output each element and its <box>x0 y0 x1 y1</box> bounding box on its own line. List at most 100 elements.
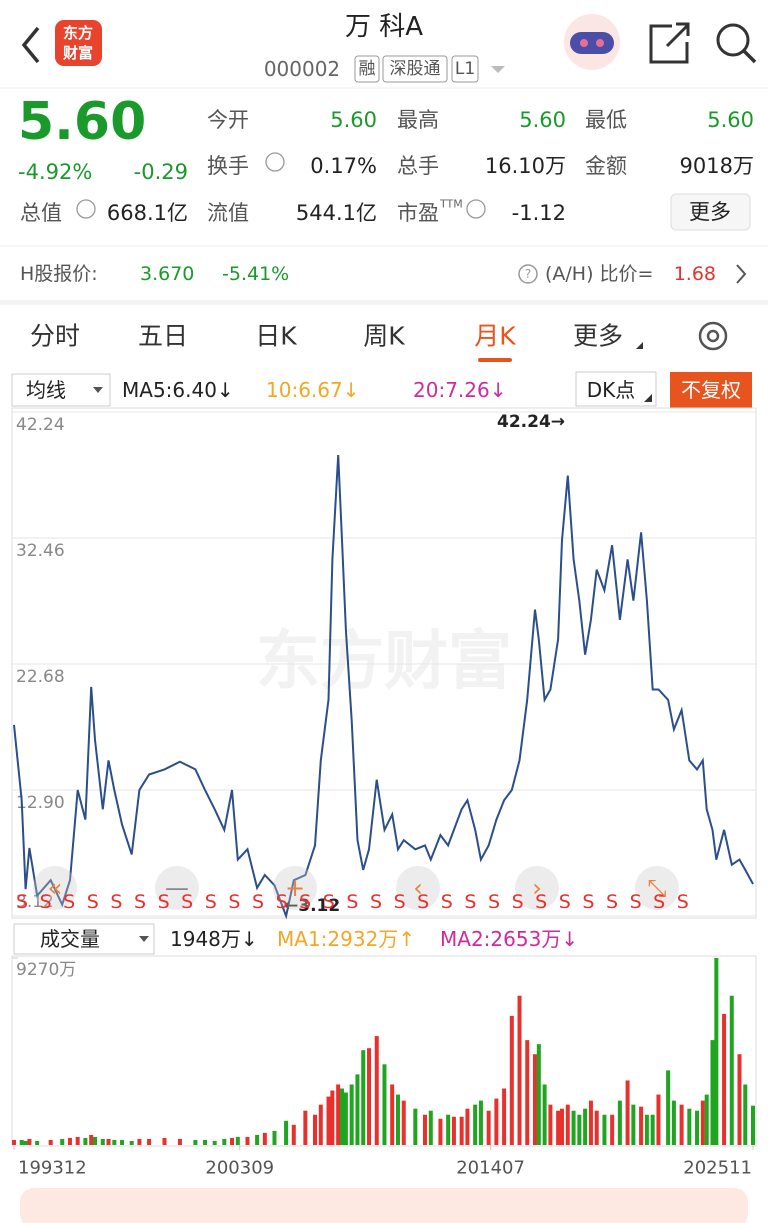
volume-bar <box>193 1139 198 1145</box>
nav-button[interactable] <box>273 866 317 910</box>
nav-button[interactable] <box>396 866 440 910</box>
stock-tag <box>382 55 448 83</box>
volume-bar <box>517 995 522 1145</box>
signal-marker: S <box>205 891 217 913</box>
volume-bar <box>326 1096 331 1145</box>
ma-select[interactable] <box>11 373 111 407</box>
settings-icon[interactable] <box>698 321 728 351</box>
y-tick-label: 9270万 <box>16 960 76 980</box>
gear-hub <box>706 329 720 343</box>
tab[interactable]: 日K <box>255 322 297 351</box>
band <box>0 300 768 305</box>
tab[interactable]: 更多 <box>573 322 623 351</box>
volume-bar <box>235 1136 240 1145</box>
stock-title: 万 科A <box>345 12 423 42</box>
volume-bar <box>722 1013 727 1145</box>
tab[interactable]: 分时 <box>30 322 80 351</box>
volume-bar <box>478 1100 483 1145</box>
volume-bar <box>401 1100 406 1145</box>
volume-bar <box>459 1116 464 1145</box>
volume-select[interactable] <box>13 923 155 955</box>
back-icon[interactable] <box>21 26 40 64</box>
select-caret <box>139 936 149 942</box>
select-caret <box>93 387 103 393</box>
stat-label: 今开 <box>207 108 249 132</box>
volume-bar <box>137 1138 142 1145</box>
volume-bar <box>75 1136 80 1145</box>
chevron[interactable] <box>736 264 747 284</box>
y-tick-label: 22.68 <box>16 667 65 687</box>
info-icon[interactable] <box>466 199 486 219</box>
volume-bar <box>390 1084 395 1145</box>
gear-ring <box>698 321 728 351</box>
volume-bar <box>602 1114 607 1145</box>
more-button[interactable] <box>670 193 751 231</box>
tab[interactable]: 月K <box>474 322 516 351</box>
volume-bar <box>729 995 734 1145</box>
signal-marker: S <box>394 891 406 913</box>
signal-marker: S <box>87 891 99 913</box>
volume-bar <box>291 1124 296 1145</box>
logo-text: 财富 <box>63 44 93 62</box>
nav-icon: « <box>48 874 63 902</box>
volume-bar <box>177 1138 182 1145</box>
volume-bar <box>644 1114 649 1145</box>
more-button-label[interactable]: 更多 <box>689 200 731 224</box>
stat-label: 总手 <box>397 154 439 178</box>
stat-value: 544.1亿 <box>296 201 377 225</box>
stat-label: 流值 <box>207 201 249 225</box>
y-tick-label: 12.90 <box>16 793 65 813</box>
signal-marker: S <box>110 891 122 913</box>
volume-select-label[interactable]: 成交量 <box>40 927 100 951</box>
x-tick-label: 202511 <box>683 1158 752 1179</box>
search-icon[interactable] <box>716 23 750 57</box>
volume-bar <box>374 1036 379 1145</box>
tab[interactable]: 五日 <box>138 322 188 351</box>
volume-bar <box>89 1134 94 1145</box>
volume-bar <box>532 1054 537 1145</box>
nav-button[interactable] <box>155 866 199 910</box>
logo-text: 东方 <box>63 24 93 42</box>
ah-label: (A/H) 比价= <box>545 263 653 285</box>
avatar-eye <box>580 39 588 47</box>
volume-bar <box>395 1094 400 1145</box>
dk-button-label[interactable]: DK点 <box>587 378 636 402</box>
fq-button[interactable] <box>670 372 752 408</box>
volume-bar <box>502 1088 507 1145</box>
nav-button[interactable] <box>33 866 77 910</box>
volume-bar <box>272 1130 277 1145</box>
nav-button[interactable] <box>515 866 559 910</box>
volume-bar <box>212 1140 217 1145</box>
stat-value: 16.10万 <box>485 154 566 178</box>
info-icon[interactable] <box>76 199 96 219</box>
volume-bar <box>494 1098 499 1145</box>
stat-label: 最低 <box>585 108 627 132</box>
tab[interactable]: 周K <box>363 322 405 351</box>
nav-button[interactable] <box>635 866 679 910</box>
signal-marker: S <box>370 891 382 913</box>
signal-marker: S <box>582 891 594 913</box>
info-icon[interactable] <box>265 152 285 172</box>
share-icon[interactable] <box>649 22 690 64</box>
stat-label: 换手 <box>207 154 249 178</box>
signal-marker: S <box>299 891 311 913</box>
signal-marker: S <box>512 891 524 913</box>
volume-bar <box>284 1120 289 1145</box>
signal-marker: S <box>346 891 358 913</box>
stat-value: 668.1亿 <box>107 201 188 225</box>
volume-bar <box>340 1088 345 1145</box>
volume-bar <box>679 1104 684 1145</box>
ma-select-label[interactable]: 均线 <box>26 378 66 402</box>
volume-bar <box>700 1100 705 1145</box>
change-pct: -4.92% <box>18 160 92 184</box>
fq-button-label[interactable]: 不复权 <box>681 378 741 402</box>
signal-marker: S <box>441 891 453 913</box>
signal-marker: S <box>677 891 689 913</box>
signal-marker: S <box>276 891 288 913</box>
dk-button[interactable] <box>575 371 657 407</box>
dropdown-icon[interactable] <box>491 66 505 73</box>
volume-bar <box>343 1092 348 1145</box>
stock-tag <box>354 55 380 83</box>
help-icon[interactable] <box>518 264 538 284</box>
